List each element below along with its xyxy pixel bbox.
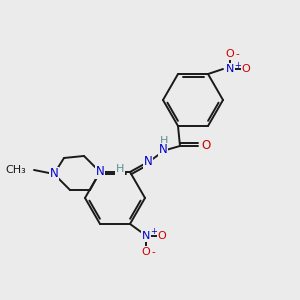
- Text: CH₃: CH₃: [5, 165, 26, 175]
- Text: -: -: [151, 247, 155, 257]
- Text: N: N: [159, 143, 167, 157]
- Text: N: N: [50, 167, 58, 181]
- Text: +: +: [150, 227, 157, 236]
- Text: O: O: [242, 64, 250, 74]
- Text: N: N: [142, 231, 150, 241]
- Text: H: H: [116, 164, 124, 174]
- Text: H: H: [160, 136, 168, 146]
- Text: -: -: [235, 49, 239, 59]
- Text: N: N: [144, 155, 152, 169]
- Text: N: N: [96, 166, 104, 178]
- Text: O: O: [226, 49, 234, 59]
- Text: N: N: [226, 64, 234, 74]
- Text: O: O: [142, 247, 150, 257]
- Text: O: O: [201, 140, 211, 152]
- Text: O: O: [158, 231, 166, 241]
- Text: +: +: [234, 61, 241, 70]
